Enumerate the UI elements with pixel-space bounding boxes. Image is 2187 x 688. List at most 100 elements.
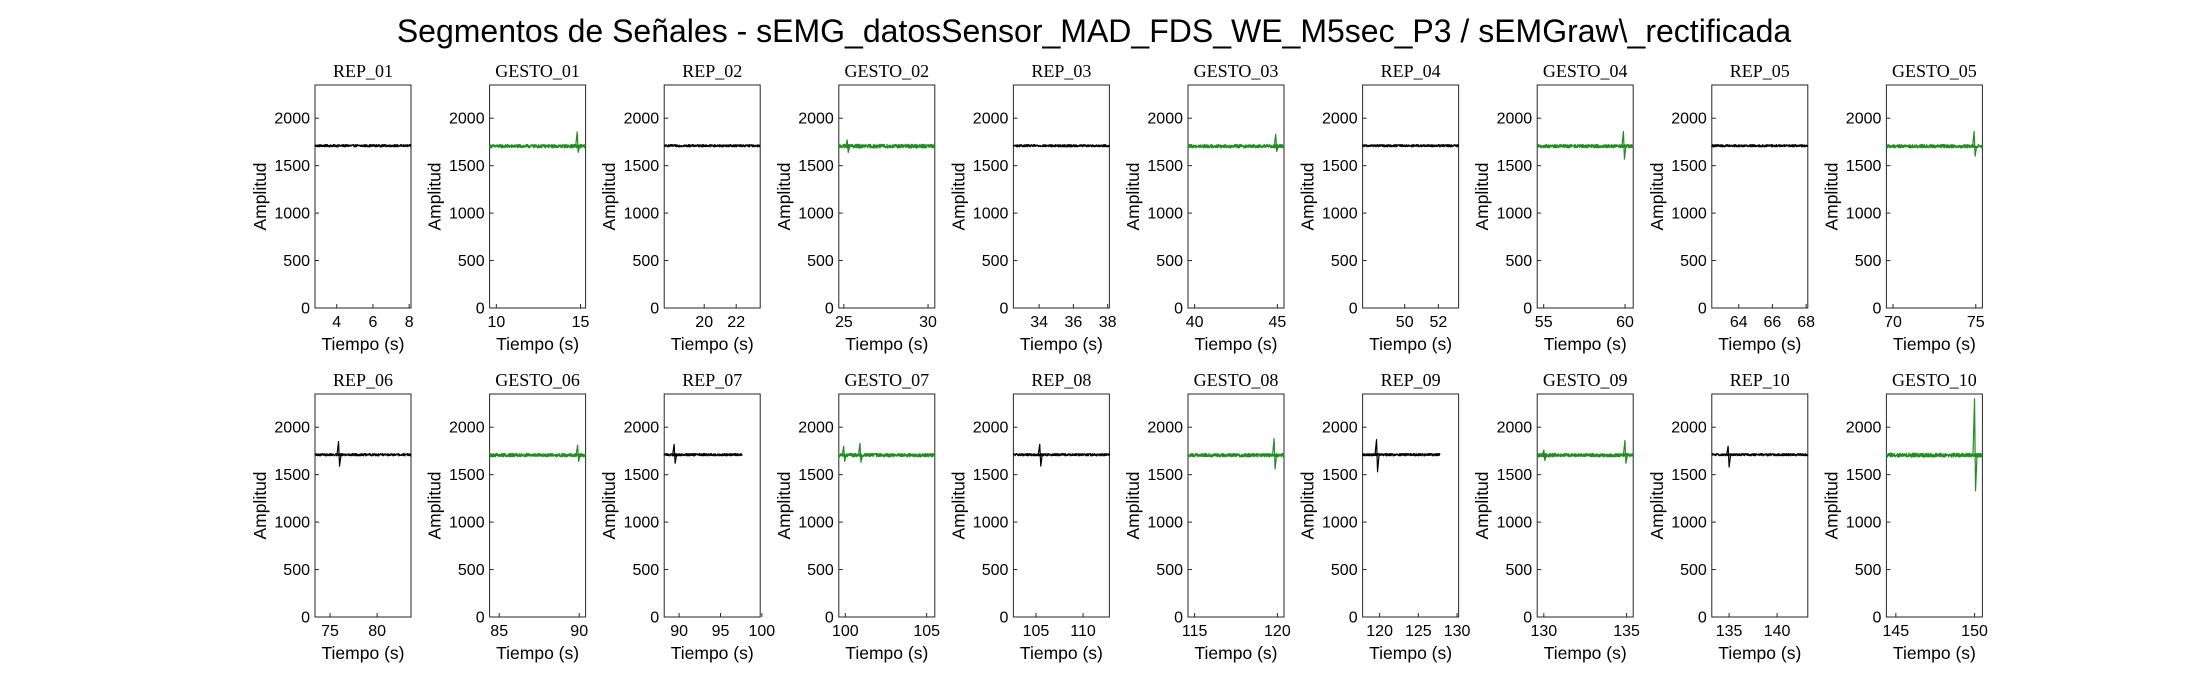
y-tick-label: 2000 (1671, 420, 1707, 437)
y-tick-label: 500 (458, 562, 485, 579)
y-tick-label: 1500 (1497, 158, 1533, 175)
y-tick-label: 500 (982, 253, 1009, 270)
subplot-rep-07: 0 500 1000 1500 2000 90 95 100 REP_07 Tiempo (s) A… (599, 370, 775, 663)
x-axis-label: Tiempo (s) (1195, 643, 1278, 663)
x-tick-label: 20 (695, 314, 713, 331)
subplot-gesto-03: 0 500 1000 1500 2000 40 45 GESTO_03 Tiempo (s) Am… (1123, 61, 1286, 354)
y-tick-label: 500 (1331, 562, 1358, 579)
y-tick-label: 0 (1523, 610, 1532, 627)
y-tick-label: 1000 (1671, 206, 1707, 223)
subplot-gesto-02: 0 500 1000 1500 2000 25 30 GESTO_02 Tiempo (s) Am… (774, 61, 937, 354)
y-tick-label: 2000 (798, 111, 834, 128)
y-tick-label: 500 (807, 253, 834, 270)
axes-box (663, 84, 761, 309)
y-tick-label: 500 (632, 253, 659, 270)
y-tick-label: 2000 (274, 420, 310, 437)
y-tick-label: 1000 (973, 206, 1009, 223)
y-axis-label: Amplitud (1298, 162, 1318, 230)
y-tick-label: 1500 (1671, 158, 1707, 175)
y-tick-label: 0 (476, 301, 485, 318)
figure-title: Segmentos de Señales - sEMG_datosSensor_… (397, 13, 1792, 49)
y-axis-label: Amplitud (1821, 162, 1841, 230)
y-axis-label: Amplitud (1298, 471, 1318, 539)
y-tick-label: 0 (825, 610, 834, 627)
y-tick-label: 1000 (1497, 515, 1533, 532)
y-axis-label: Amplitud (948, 162, 968, 230)
subplot-title: REP_04 (1381, 61, 1441, 81)
signal-line (489, 131, 587, 153)
x-tick-label: 25 (835, 314, 853, 331)
signal-line (1187, 438, 1285, 470)
axes-box (1536, 84, 1634, 309)
subplot-rep-10: 0 500 1000 1500 2000 135 140 REP_10 Tiempo (s) Am… (1647, 370, 1809, 663)
signal-line (1536, 130, 1634, 160)
x-tick-label: 125 (1405, 623, 1432, 640)
y-axis-label: Amplitud (250, 471, 270, 539)
x-tick-label: 70 (1884, 314, 1902, 331)
x-tick-label: 40 (1186, 314, 1204, 331)
subplot-gesto-07: 0 500 1000 1500 2000 100 105 GESTO_07 Tiempo (s)… (774, 370, 940, 663)
x-axis-label: Tiempo (s) (671, 334, 754, 354)
y-axis-label: Amplitud (948, 471, 968, 539)
y-tick-label: 2000 (449, 111, 485, 128)
y-axis-label: Amplitud (1472, 162, 1492, 230)
y-tick-label: 1500 (798, 467, 834, 484)
subplot-title: GESTO_08 (1194, 370, 1279, 390)
y-tick-label: 1500 (449, 158, 485, 175)
y-axis-label: Amplitud (1647, 162, 1667, 230)
y-axis-label: Amplitud (599, 471, 619, 539)
y-tick-label: 500 (1505, 253, 1532, 270)
y-tick-label: 1000 (449, 206, 485, 223)
y-tick-label: 1500 (1147, 158, 1183, 175)
x-tick-label: 34 (1030, 314, 1048, 331)
x-axis-label: Tiempo (s) (496, 334, 579, 354)
y-tick-label: 1500 (1846, 467, 1882, 484)
subplot-title: REP_02 (682, 61, 742, 81)
y-tick-label: 2000 (1147, 111, 1183, 128)
x-axis-label: Tiempo (s) (845, 643, 928, 663)
x-tick-label: 60 (1616, 314, 1634, 331)
subplot-gesto-06: 0 500 1000 1500 2000 85 90 GESTO_06 Tiempo (s) Am… (425, 370, 589, 663)
x-tick-label: 8 (405, 314, 414, 331)
x-axis-label: Tiempo (s) (1020, 643, 1103, 663)
subplot-title: REP_07 (682, 370, 742, 390)
x-tick-label: 90 (570, 623, 588, 640)
y-tick-label: 2000 (274, 111, 310, 128)
signal-line (489, 444, 587, 462)
x-tick-label: 135 (1613, 623, 1640, 640)
x-axis-label: Tiempo (s) (1544, 334, 1627, 354)
x-tick-label: 95 (712, 623, 730, 640)
y-tick-label: 2000 (973, 420, 1009, 437)
y-tick-label: 2000 (1497, 111, 1533, 128)
y-tick-label: 0 (1174, 610, 1183, 627)
x-tick-label: 145 (1882, 623, 1909, 640)
y-tick-label: 500 (1680, 562, 1707, 579)
x-tick-label: 80 (368, 623, 386, 640)
y-tick-label: 2000 (624, 111, 660, 128)
subplot-title: REP_03 (1031, 61, 1091, 81)
x-axis-label: Tiempo (s) (1020, 334, 1103, 354)
axes-box (1711, 393, 1809, 618)
y-tick-label: 0 (825, 301, 834, 318)
y-tick-label: 1500 (274, 467, 310, 484)
axes-box (314, 84, 412, 309)
y-tick-label: 500 (1505, 562, 1532, 579)
axes-box (838, 393, 936, 618)
signal-line (838, 139, 936, 153)
y-tick-label: 1500 (274, 158, 310, 175)
y-tick-label: 500 (982, 562, 1009, 579)
subplot-title: GESTO_01 (495, 61, 580, 81)
y-tick-label: 500 (283, 253, 310, 270)
signal-line (663, 143, 761, 148)
y-tick-label: 500 (632, 562, 659, 579)
y-tick-label: 1500 (798, 158, 834, 175)
x-tick-label: 68 (1797, 314, 1815, 331)
x-tick-label: 140 (1764, 623, 1791, 640)
x-tick-label: 22 (727, 314, 745, 331)
y-tick-label: 2000 (1322, 111, 1358, 128)
signal-line (314, 143, 412, 148)
x-tick-label: 38 (1099, 314, 1117, 331)
y-tick-label: 1000 (798, 206, 834, 223)
subplot-rep-06: 0 500 1000 1500 2000 75 80 REP_06 Tiempo (s) Ampl… (250, 370, 412, 663)
